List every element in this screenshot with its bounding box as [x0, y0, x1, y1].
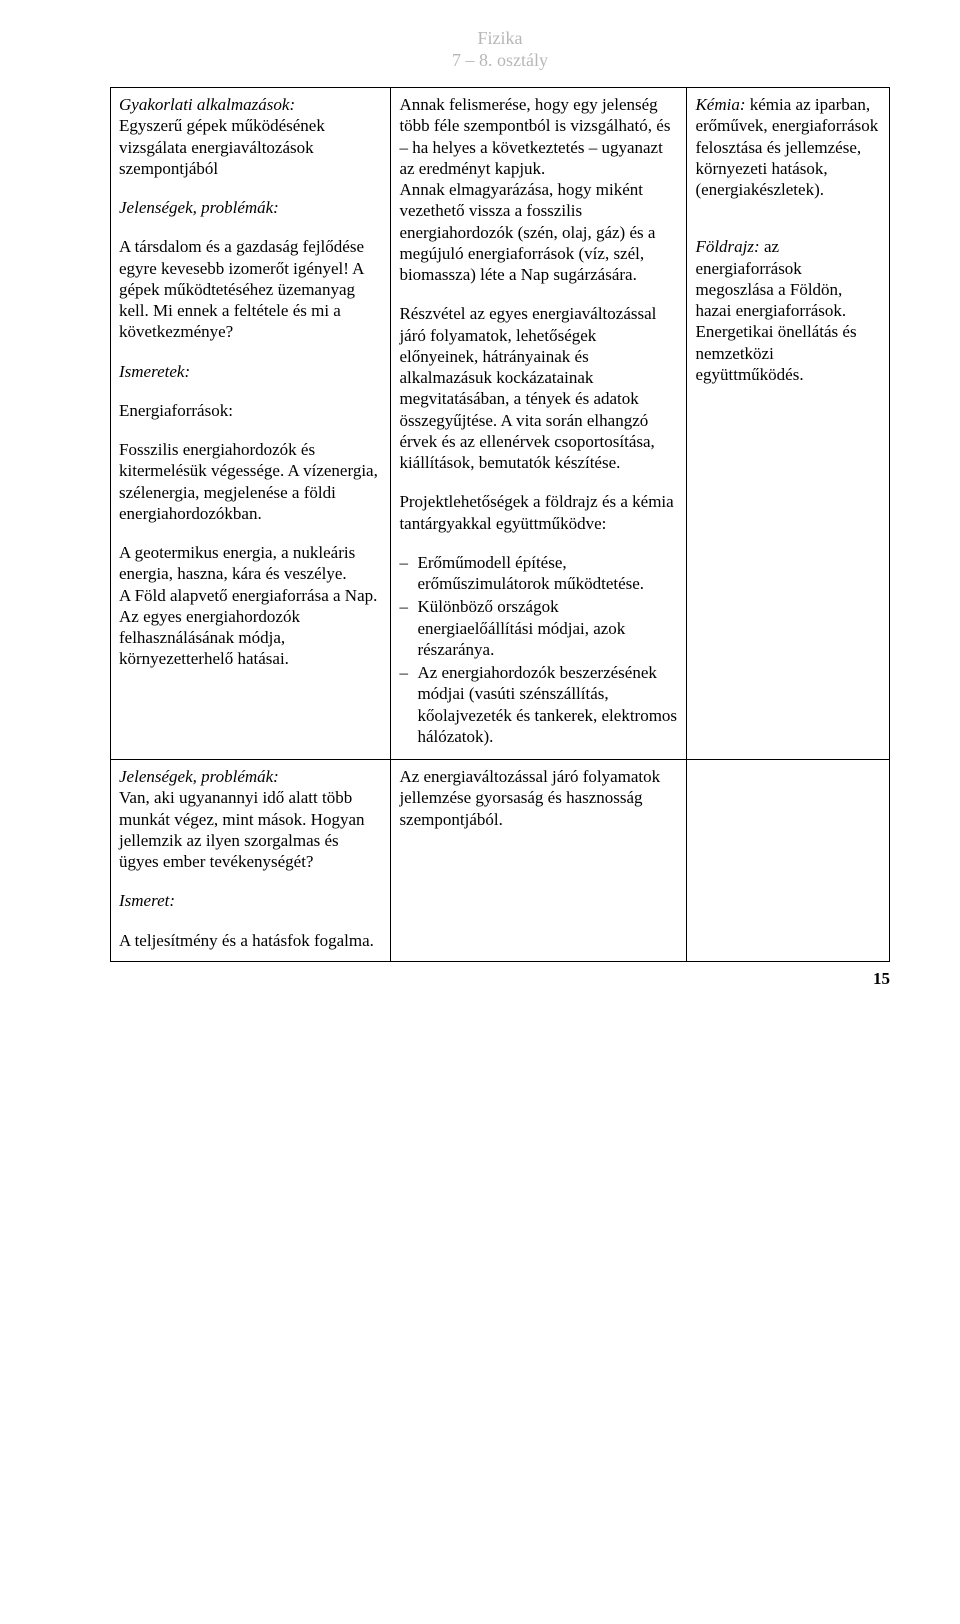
- cell-r1-c2: Annak felismerése, hogy egy jelenség töb…: [391, 88, 687, 760]
- heading-italic: Földrajz:: [695, 237, 759, 256]
- paragraph: Annak felismerése, hogy egy jelenség töb…: [399, 94, 678, 179]
- heading-italic: Jelenségek, problémák:: [119, 766, 382, 787]
- heading-italic: Jelenségek, problémák:: [119, 197, 382, 218]
- paragraph: A társdalom és a gazdaság fejlődése egyr…: [119, 236, 382, 342]
- heading-italic: Ismeret:: [119, 890, 382, 911]
- paragraph: Energiaforrások:: [119, 400, 382, 421]
- text: Egyszerű gépek működésének vizsgálata en…: [119, 116, 325, 178]
- page-number: 15: [110, 968, 890, 989]
- list-item: Különböző országok energiaelőállítási mó…: [413, 596, 678, 660]
- table-row: Gyakorlati alkalmazások: Egyszerű gépek …: [111, 88, 890, 760]
- content-table: Gyakorlati alkalmazások: Egyszerű gépek …: [110, 87, 890, 962]
- list-item: Erőműmodell építése, erőműszimulátorok m…: [413, 552, 678, 595]
- paragraph: A Föld alapvető energiaforrása a Nap. Az…: [119, 585, 382, 670]
- cell-r2-c1: Jelenségek, problémák: Van, aki ugyanann…: [111, 760, 391, 962]
- list-item: Az energiahordozók beszerzésének módjai …: [413, 662, 678, 747]
- text: az energiaforrások megoszlása a Földön, …: [695, 237, 856, 384]
- paragraph: A geotermikus energia, a nukleáris energ…: [119, 542, 382, 585]
- cell-r1-c3: Kémia: kémia az iparban, erőművek, energ…: [687, 88, 890, 760]
- paragraph: Részvétel az egyes energiaváltozással já…: [399, 303, 678, 473]
- header-line-1: Fizika: [110, 28, 890, 50]
- bullet-list: Erőműmodell építése, erőműszimulátorok m…: [399, 552, 678, 747]
- heading-italic: Kémia:: [695, 95, 745, 114]
- paragraph: Az energiaváltozással járó folyamatok je…: [399, 766, 678, 830]
- paragraph: Fosszilis energiahordozók és kitermelésü…: [119, 439, 382, 524]
- heading-italic: Gyakorlati alkalmazások:: [119, 95, 295, 114]
- page-header: Fizika 7 – 8. osztály: [110, 28, 890, 71]
- cell-r1-c1: Gyakorlati alkalmazások: Egyszerű gépek …: [111, 88, 391, 760]
- heading-italic: Ismeretek:: [119, 361, 382, 382]
- paragraph: Annak elmagyarázása, hogy miként vezethe…: [399, 179, 678, 285]
- paragraph: A teljesítmény és a hatásfok fogalma.: [119, 930, 382, 951]
- table-row: Jelenségek, problémák: Van, aki ugyanann…: [111, 760, 890, 962]
- paragraph: Kémia: kémia az iparban, erőművek, energ…: [695, 94, 881, 200]
- paragraph: Gyakorlati alkalmazások: Egyszerű gépek …: [119, 94, 382, 179]
- paragraph: Földrajz: az energiaforrások megoszlása …: [695, 236, 881, 385]
- paragraph: Projektlehetőségek a földrajz és a kémia…: [399, 491, 678, 534]
- cell-r2-c2: Az energiaváltozással járó folyamatok je…: [391, 760, 687, 962]
- header-line-2: 7 – 8. osztály: [110, 50, 890, 72]
- cell-r2-c3: [687, 760, 890, 962]
- paragraph: Van, aki ugyanannyi idő alatt több munká…: [119, 787, 382, 872]
